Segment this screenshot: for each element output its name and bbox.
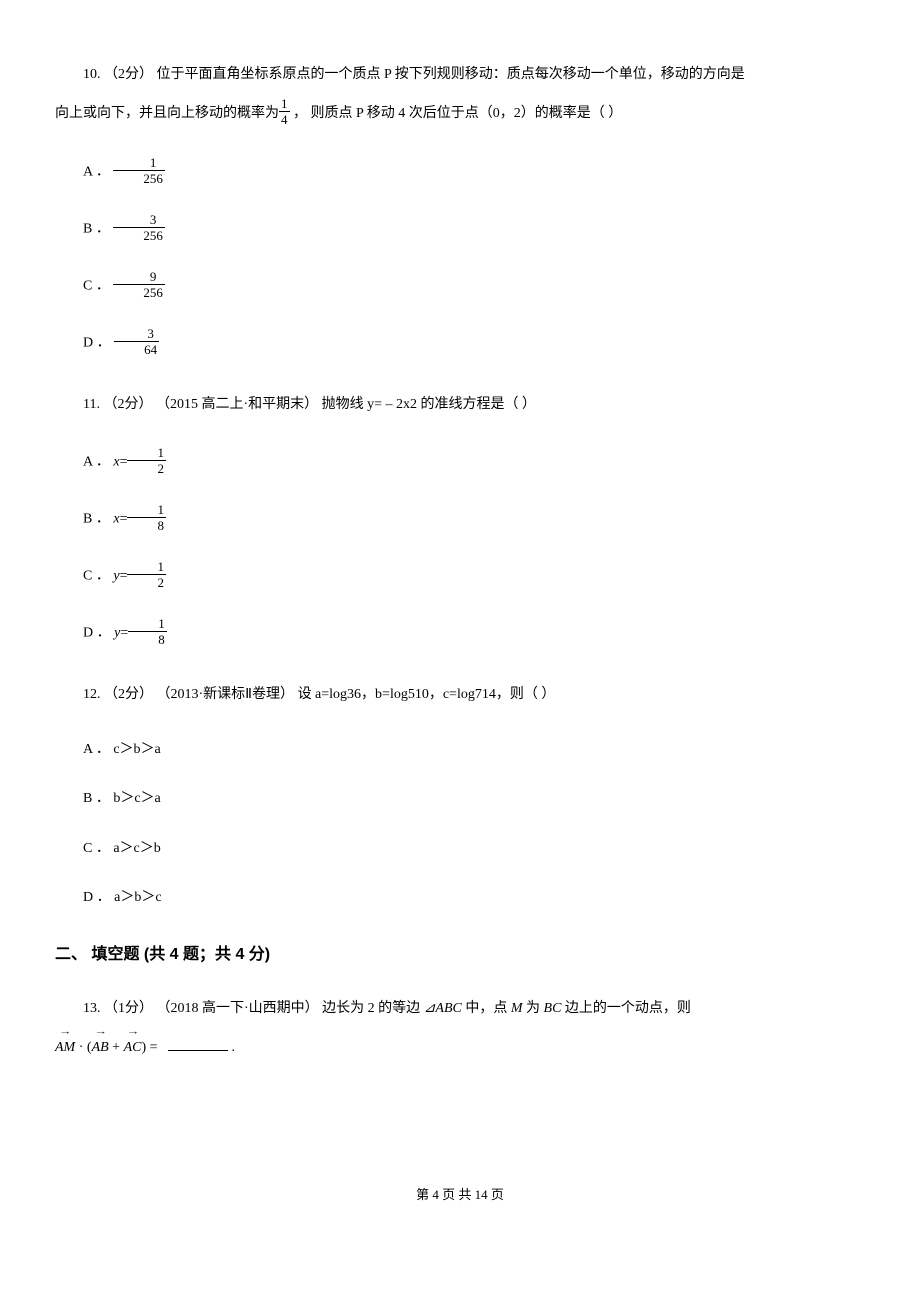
q12-option-a: A ． c＞b＞a [55,737,865,762]
q11-stem: 11. （2分） （2015 高二上·和平期末） 抛物线 y= – 2x2 的准… [55,390,865,421]
q11-option-b: B ． x=18 [55,505,865,534]
q11-option-d: D ． y=18 [55,619,865,648]
q10-points: （2分） [104,67,153,82]
fraction-1-4: 14 [279,97,290,126]
option-label: C ． [83,278,110,293]
q12-option-b: B ． b＞c＞a [55,786,865,811]
q13-text4: 边上的一个动点，则 [565,1001,691,1016]
fraction-9-256: 9256 [113,270,165,299]
q12-text: 设 a=log36，b=log510，c=log714，则（ ） [298,687,556,702]
q13-text2: 中，点 [465,1001,511,1016]
fraction-1-2: 12 [127,446,166,475]
dot-operator: · [79,1040,84,1055]
option-label: C ． [83,569,110,584]
vector-am: AM [55,1031,75,1065]
q10-option-c: C ． 9256 [55,272,865,301]
option-label: B ． [83,221,110,236]
plus-operator: + [112,1040,120,1055]
q10-text1: 位于平面直角坐标系原点的一个质点 P 按下列规则移动：质点每次移动一个单位，移动… [157,67,745,82]
q13-text3: 为 [526,1001,544,1016]
fraction-3-64: 364 [114,327,159,356]
option-label: B ． [83,791,110,806]
option-label: D ． [83,626,111,641]
question-10: 10. （2分） 位于平面直角坐标系原点的一个质点 P 按下列规则移动：质点每次… [55,60,865,358]
eq-sign: = [120,512,128,527]
q11-source: （2015 高二上·和平期末） [156,397,318,412]
q12-points: （2分） [104,687,153,702]
q13-expression: AM · (AB + AC) = . [55,1031,865,1065]
option-label: A ． [83,455,110,470]
q10-text2b: ， 则质点 P 移动 4 次后位于点（0，2）的概率是（ ） [290,106,623,121]
q10-option-d: D ． 364 [55,329,865,358]
q10-option-b: B ． 3256 [55,215,865,244]
option-label: A ． [83,164,110,179]
option-text: a＞b＞c [114,890,161,905]
q13-text1: 边长为 2 的等边 [322,1001,424,1016]
question-11: 11. （2分） （2015 高二上·和平期末） 抛物线 y= – 2x2 的准… [55,390,865,649]
q10-stem-line1: 10. （2分） 位于平面直角坐标系原点的一个质点 P 按下列规则移动：质点每次… [55,60,865,91]
q13-stem: 13. （1分） （2018 高一下·山西期中） 边长为 2 的等边 ⊿ABC … [55,992,865,1026]
q12-source: （2013·新课标Ⅱ卷理） [157,687,295,702]
q13-points: （1分） [104,1001,153,1016]
q10-text2a: 向上或向下，并且向上移动的概率为 [55,106,279,121]
fill-blank[interactable] [168,1037,228,1051]
vector-ac: AC [124,1031,142,1065]
option-text: c＞b＞a [113,742,160,757]
q13-source: （2018 高一下·山西期中） [157,1001,319,1016]
q11-text: 抛物线 y= – 2x2 的准线方程是（ ） [322,397,536,412]
q11-option-c: C ． y=12 [55,562,865,591]
q10-number: 10. [83,67,101,82]
period: . [232,1040,236,1055]
q12-option-d: D ． a＞b＞c [55,885,865,910]
option-label: D ． [83,335,111,350]
eq-sign: = [120,626,128,641]
q10-option-a: A ． 1256 [55,158,865,187]
question-13: 13. （1分） （2018 高一下·山西期中） 边长为 2 的等边 ⊿ABC … [55,992,865,1065]
point-m: M [511,1001,523,1016]
question-12: 12. （2分） （2013·新课标Ⅱ卷理） 设 a=log36，b=log51… [55,680,865,910]
q11-option-a: A ． x=12 [55,448,865,477]
fraction-1-256: 1256 [113,156,165,185]
page-footer: 第 4 页 共 14 页 [55,1185,865,1206]
option-text: a＞c＞b [113,841,160,856]
option-text: b＞c＞a [113,791,160,806]
option-label: B ． [83,512,110,527]
q11-number: 11. [83,397,100,412]
q12-stem: 12. （2分） （2013·新课标Ⅱ卷理） 设 a=log36，b=log51… [55,680,865,711]
q10-stem-line2: 向上或向下，并且向上移动的概率为14 ， 则质点 P 移动 4 次后位于点（0，… [55,99,865,130]
option-label: D ． [83,890,111,905]
eq-sign: = [120,455,128,470]
q11-points: （2分） [103,397,152,412]
q13-number: 13. [83,1001,101,1016]
fraction-1-8: 18 [128,617,167,646]
fraction-1-2: 12 [127,560,166,589]
q12-option-c: C ． a＞c＞b [55,836,865,861]
fraction-1-8: 18 [127,503,166,532]
option-label: A ． [83,742,110,757]
fraction-3-256: 3256 [113,213,165,242]
section-2-title: 二、 填空题 (共 4 题；共 4 分) [55,942,865,968]
triangle-abc: ⊿ABC [424,1001,462,1016]
equals-sign: = [150,1040,158,1055]
q12-number: 12. [83,687,101,702]
option-label: C ． [83,841,110,856]
segment-bc: BC [544,1001,562,1016]
vector-ab: AB [92,1031,109,1065]
eq-sign: = [120,569,128,584]
